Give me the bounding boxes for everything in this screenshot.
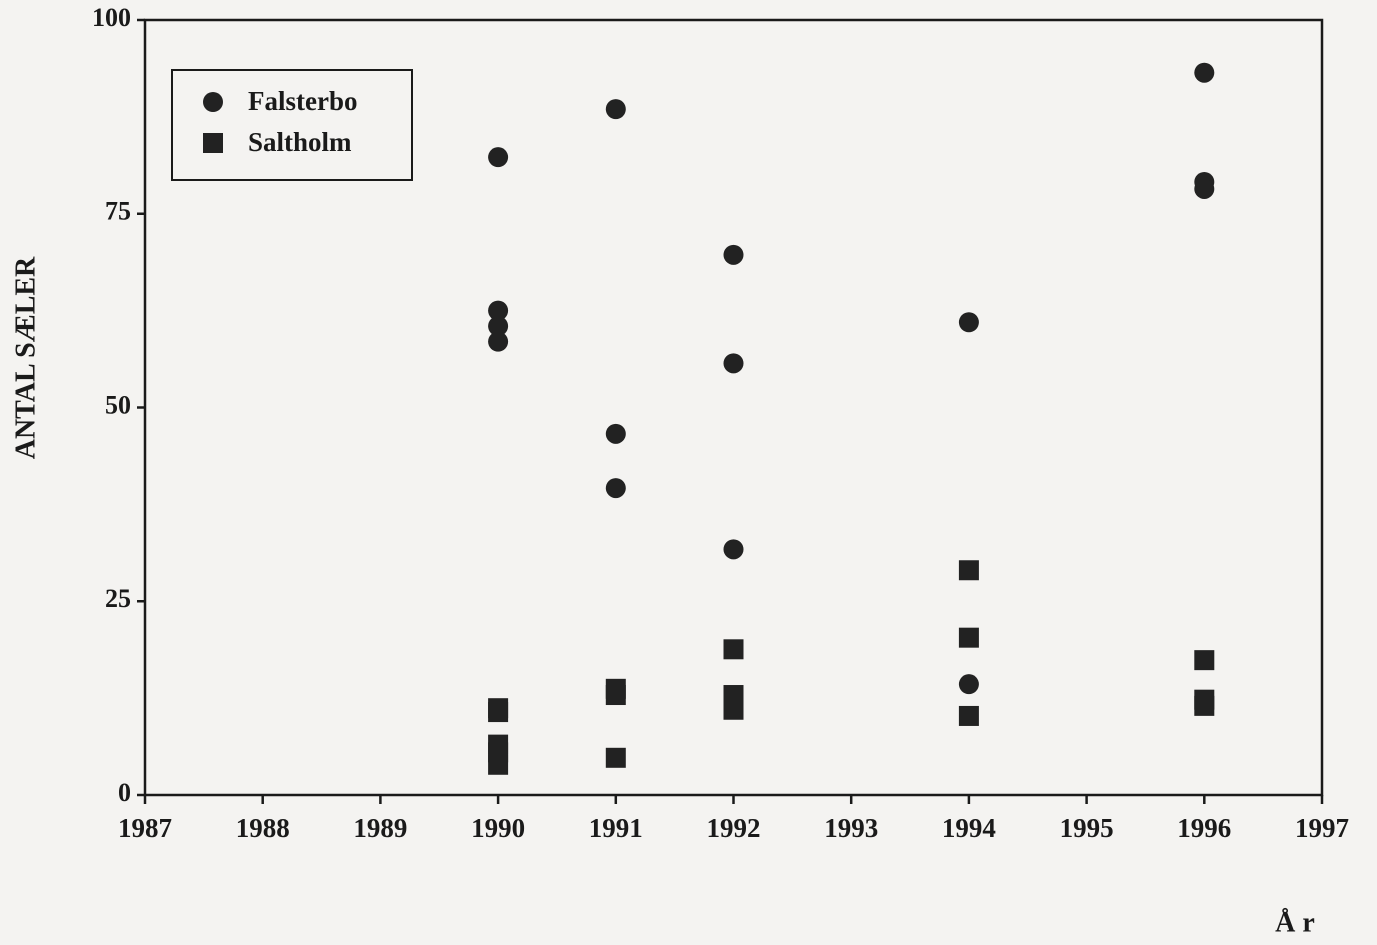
x-tick-label: 1990 [471, 813, 525, 843]
point [958, 705, 979, 726]
point [1194, 62, 1215, 83]
point [605, 99, 626, 120]
x-tick-label: 1994 [942, 813, 996, 843]
point [1194, 178, 1215, 199]
x-tick-label: 1992 [707, 813, 761, 843]
x-tick-label: 1988 [236, 813, 290, 843]
y-tick-label: 25 [105, 584, 131, 613]
x-tick-label: 1991 [589, 813, 643, 843]
point [605, 747, 626, 768]
point [488, 300, 509, 321]
x-tick-label: 1987 [118, 813, 172, 843]
y-tick-label: 0 [118, 778, 131, 807]
x-tick-label: 1996 [1177, 813, 1231, 843]
x-tick-label: 1993 [824, 813, 878, 843]
y-tick-label: 75 [105, 197, 131, 226]
point [958, 560, 979, 581]
point [723, 639, 744, 660]
point [605, 423, 626, 444]
point [958, 674, 979, 695]
point [488, 147, 509, 168]
point [488, 331, 509, 352]
legend-marker [203, 92, 223, 112]
x-tick-label: 1995 [1060, 813, 1114, 843]
legend-label: Saltholm [248, 127, 352, 157]
point [488, 754, 509, 775]
point [488, 702, 509, 723]
x-tick-label: 1997 [1295, 813, 1349, 843]
y-tick-label: 100 [92, 3, 131, 32]
legend-box [171, 69, 413, 181]
point [723, 539, 744, 560]
point [605, 685, 626, 706]
x-axis-label: Å r [1275, 907, 1315, 938]
point [723, 699, 744, 720]
point [1194, 695, 1215, 716]
point [1194, 650, 1215, 671]
point [488, 316, 509, 337]
y-axis-label: ANTAL SÆLER [10, 256, 41, 459]
x-tick-label: 1989 [353, 813, 407, 843]
point [958, 312, 979, 333]
y-tick-label: 50 [105, 390, 131, 419]
point [605, 478, 626, 499]
legend-marker [203, 133, 223, 153]
point [958, 627, 979, 648]
point [723, 244, 744, 265]
legend-label: Falsterbo [248, 86, 357, 116]
point [723, 353, 744, 374]
